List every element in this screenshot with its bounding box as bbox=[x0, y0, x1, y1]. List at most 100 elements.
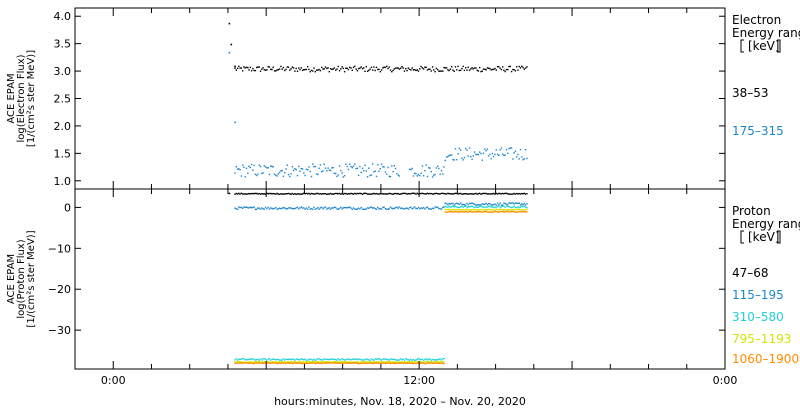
data-point bbox=[290, 68, 292, 70]
data-point bbox=[384, 361, 387, 363]
data-point bbox=[387, 208, 389, 210]
data-point bbox=[443, 166, 445, 168]
data-point bbox=[345, 67, 347, 69]
data-point bbox=[508, 147, 510, 150]
data-point bbox=[337, 362, 339, 364]
data-point bbox=[361, 193, 364, 195]
data-point bbox=[365, 170, 367, 172]
data-point bbox=[313, 358, 315, 360]
data-point bbox=[431, 176, 434, 178]
data-point bbox=[459, 202, 462, 204]
data-point bbox=[493, 203, 495, 206]
data-point bbox=[487, 193, 490, 195]
data-point bbox=[437, 68, 439, 71]
data-point bbox=[421, 67, 424, 69]
data-point bbox=[312, 193, 314, 195]
data-point bbox=[489, 209, 491, 211]
data-point bbox=[480, 208, 482, 211]
data-point bbox=[463, 204, 466, 206]
data-point bbox=[442, 362, 444, 365]
data-point bbox=[323, 193, 325, 195]
data-point bbox=[291, 66, 294, 68]
data-point bbox=[238, 360, 240, 363]
data-point bbox=[507, 205, 509, 208]
data-point bbox=[471, 158, 473, 161]
data-point bbox=[394, 207, 397, 209]
data-point bbox=[289, 175, 291, 178]
data-point bbox=[366, 361, 369, 363]
data-point bbox=[425, 66, 427, 69]
data-point bbox=[502, 204, 504, 206]
data-point bbox=[507, 209, 509, 211]
data-point bbox=[476, 154, 478, 156]
data-point bbox=[377, 362, 379, 364]
data-point bbox=[437, 362, 439, 364]
data-point bbox=[481, 159, 483, 161]
data-point bbox=[294, 207, 296, 210]
data-point bbox=[429, 68, 431, 70]
data-point bbox=[272, 66, 274, 68]
data-point bbox=[292, 358, 295, 360]
data-point bbox=[315, 207, 318, 210]
data-point bbox=[440, 70, 443, 72]
data-point bbox=[402, 358, 404, 360]
data-point bbox=[370, 66, 373, 69]
data-point bbox=[387, 362, 389, 364]
data-point bbox=[526, 211, 528, 213]
data-point bbox=[369, 206, 371, 209]
data-point bbox=[244, 193, 246, 195]
data-point bbox=[328, 169, 330, 171]
data-point bbox=[473, 67, 476, 69]
data-point bbox=[355, 358, 357, 360]
data-point bbox=[305, 361, 308, 363]
data-point bbox=[286, 358, 288, 361]
data-point bbox=[267, 167, 269, 169]
data-point bbox=[382, 166, 384, 168]
data-point bbox=[247, 193, 249, 195]
data-point bbox=[374, 208, 376, 210]
data-point bbox=[235, 208, 237, 210]
data-point bbox=[524, 209, 527, 211]
y-tick-label: 1.5 bbox=[54, 147, 72, 160]
data-point bbox=[468, 147, 471, 149]
data-point bbox=[347, 361, 350, 363]
data-point bbox=[270, 207, 272, 209]
data-point bbox=[261, 193, 263, 195]
data-point bbox=[373, 192, 375, 195]
data-point bbox=[448, 193, 450, 195]
data-point bbox=[456, 211, 458, 213]
data-point bbox=[393, 68, 395, 70]
data-point bbox=[438, 70, 440, 72]
data-point bbox=[396, 172, 398, 175]
data-point bbox=[505, 209, 508, 211]
data-point bbox=[347, 168, 350, 171]
data-point bbox=[484, 206, 486, 208]
data-point bbox=[323, 163, 325, 165]
data-point bbox=[301, 69, 304, 72]
data-point bbox=[291, 166, 294, 168]
data-point bbox=[292, 208, 295, 210]
data-point bbox=[359, 358, 361, 360]
data-point bbox=[386, 360, 388, 363]
data-point bbox=[275, 362, 277, 364]
data-point bbox=[365, 192, 367, 195]
data-point bbox=[254, 208, 257, 210]
data-point bbox=[314, 208, 316, 210]
data-point bbox=[236, 208, 239, 210]
data-point bbox=[254, 69, 257, 72]
data-point bbox=[466, 149, 468, 151]
data-point bbox=[383, 166, 385, 168]
data-point bbox=[319, 193, 322, 195]
data-point bbox=[303, 192, 305, 194]
data-point bbox=[235, 69, 237, 71]
data-point bbox=[438, 358, 440, 360]
data-point bbox=[496, 209, 499, 211]
data-point bbox=[493, 211, 495, 213]
data-point bbox=[333, 193, 336, 195]
data-point bbox=[487, 205, 490, 207]
data-point bbox=[392, 358, 394, 360]
data-point bbox=[496, 193, 499, 195]
data-point bbox=[264, 358, 267, 360]
data-point bbox=[340, 169, 342, 172]
data-point bbox=[319, 361, 322, 363]
